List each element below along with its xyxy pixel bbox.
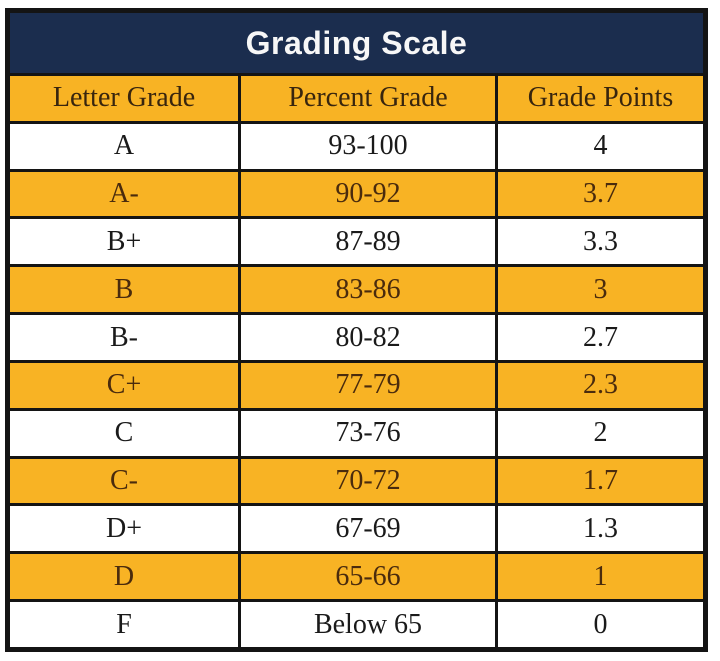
grade-points-cell: 4 [498,123,703,169]
letter-grade-cell: C- [10,458,238,504]
grade-points-cell: 1 [498,554,703,600]
table-row: F Below 65 0 [10,602,703,647]
table-row: B+ 87-89 3.3 [10,219,703,265]
table-row: C+ 77-79 2.3 [10,362,703,408]
column-header-letter-grade: Letter Grade [10,76,238,121]
table-row: B 83-86 3 [10,267,703,313]
percent-grade-cell: 93-100 [241,123,495,169]
letter-grade-cell: F [10,602,238,647]
letter-grade-cell: B+ [10,219,238,265]
letter-grade-cell: A- [10,171,238,217]
letter-grade-cell: B- [10,315,238,360]
letter-grade-cell: C [10,410,238,456]
percent-grade-cell: 65-66 [241,554,495,600]
letter-grade-cell: D+ [10,506,238,552]
grade-points-cell: 2 [498,410,703,456]
table-row: A 93-100 4 [10,123,703,169]
table-header-row: Letter Grade Percent Grade Grade Points [10,76,703,121]
letter-grade-cell: A [10,123,238,169]
table-title-bar: Grading Scale [10,13,703,73]
percent-grade-cell: Below 65 [241,602,495,647]
table-row: D 65-66 1 [10,554,703,600]
letter-grade-cell: D [10,554,238,600]
grade-points-cell: 3.3 [498,219,703,265]
percent-grade-cell: 70-72 [241,458,495,504]
grade-points-cell: 3 [498,267,703,313]
table-row: D+ 67-69 1.3 [10,506,703,552]
grade-points-cell: 0 [498,602,703,647]
table-title: Grading Scale [245,24,468,61]
letter-grade-cell: C+ [10,362,238,408]
grade-points-cell: 2.7 [498,315,703,360]
table-row: C 73-76 2 [10,410,703,456]
table-row: C- 70-72 1.7 [10,458,703,504]
letter-grade-cell: B [10,267,238,313]
grade-points-cell: 2.3 [498,362,703,408]
percent-grade-cell: 77-79 [241,362,495,408]
table-row: A- 90-92 3.7 [10,171,703,217]
percent-grade-cell: 83-86 [241,267,495,313]
percent-grade-cell: 80-82 [241,315,495,360]
table-row: B- 80-82 2.7 [10,315,703,360]
grade-points-cell: 1.7 [498,458,703,504]
grade-points-cell: 1.3 [498,506,703,552]
percent-grade-cell: 73-76 [241,410,495,456]
percent-grade-cell: 90-92 [241,171,495,217]
column-header-percent-grade: Percent Grade [241,76,495,121]
percent-grade-cell: 87-89 [241,219,495,265]
grade-points-cell: 3.7 [498,171,703,217]
percent-grade-cell: 67-69 [241,506,495,552]
grading-scale-table: Grading Scale Letter Grade Percent Grade… [5,8,708,652]
column-header-grade-points: Grade Points [498,76,703,121]
